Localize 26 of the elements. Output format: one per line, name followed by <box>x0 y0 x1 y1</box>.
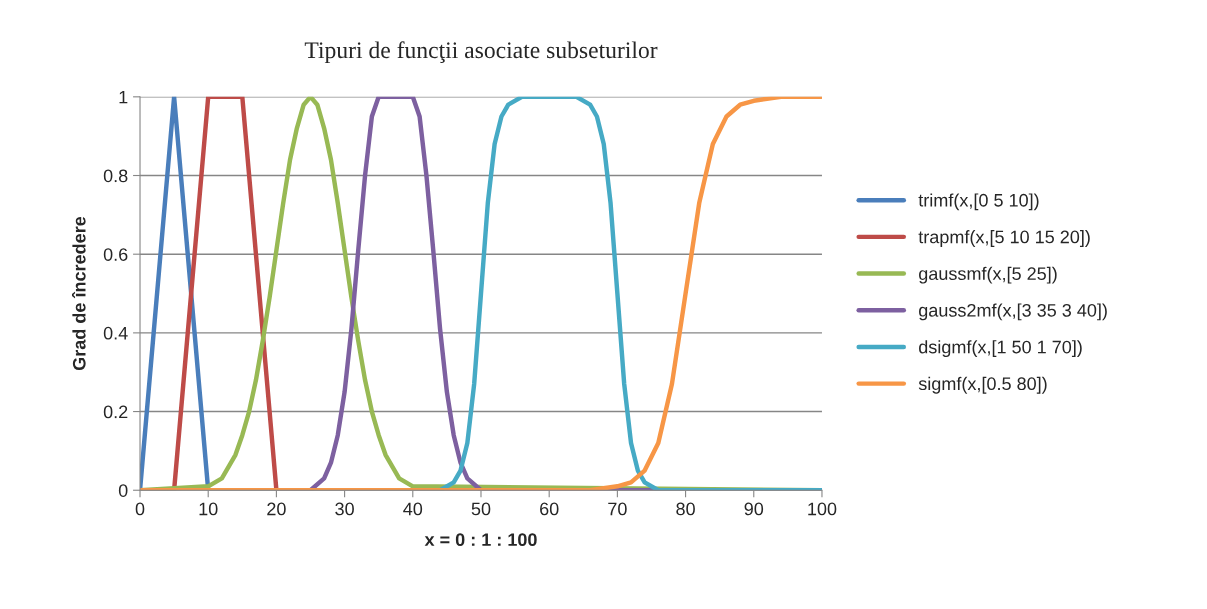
x-axis-title: x = 0 : 1 : 100 <box>424 533 537 547</box>
y-tick-label: 0.4 <box>103 326 128 340</box>
y-tick-label: 0.2 <box>103 405 128 419</box>
x-tick-label: 70 <box>608 502 627 516</box>
y-tick-label: 1 <box>119 90 128 104</box>
x-tick-label: 50 <box>471 502 491 516</box>
x-tick-label: 20 <box>267 502 286 516</box>
y-tick-label: 0 <box>118 484 128 497</box>
legend-label: sigmf(x,[0.5 80]) <box>918 376 1047 394</box>
x-tick-label: 90 <box>744 502 764 516</box>
x-tick-label: 0 <box>135 502 145 516</box>
legend-label: dsigmf(x,[1 50 1 70]) <box>919 340 1082 357</box>
legend-label: gauss2mf(x,[3 35 3 40]) <box>919 303 1107 321</box>
y-tick-label: 0.8 <box>103 169 128 183</box>
y-tick-label: 0.6 <box>103 248 128 261</box>
legend-label: trimf(x,[0 5 10]) <box>918 193 1039 211</box>
chart-title: Tipuri de funcţii asociate subseturilor <box>304 41 658 63</box>
y-axis-title: Grad de încredere <box>71 216 86 371</box>
x-tick-label: 60 <box>540 502 559 516</box>
x-tick-label: 40 <box>403 502 423 516</box>
x-tick-label: 100 <box>808 502 837 516</box>
x-tick-label: 80 <box>676 502 695 516</box>
x-tick-label: 30 <box>335 502 354 516</box>
x-tick-label: 10 <box>199 502 218 516</box>
legend-label: trapmf(x,[5 10 15 20]) <box>918 230 1090 247</box>
legend-label: gaussmf(x,[5 25]) <box>919 266 1057 284</box>
